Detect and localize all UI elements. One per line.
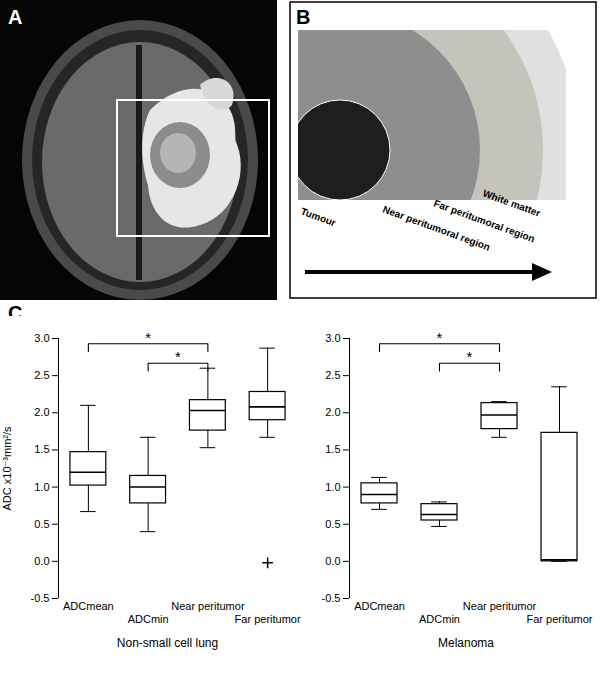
svg-text:2.5: 2.5 [34,369,49,381]
svg-text:*: * [175,348,181,365]
svg-text:1.0: 1.0 [34,481,49,493]
svg-text:3.0: 3.0 [34,332,49,344]
svg-text:1.5: 1.5 [325,443,340,455]
svg-text:Tumour: Tumour [299,206,337,229]
svg-text:ADC x10⁻³mm²/s: ADC x10⁻³mm²/s [1,426,13,511]
svg-text:Far peritumor: Far peritumor [235,613,301,625]
svg-text:0.0: 0.0 [34,555,49,567]
svg-text:Far peritumoral region: Far peritumoral region [432,197,537,245]
svg-text:ADCmin: ADCmin [419,613,460,625]
svg-text:0.5: 0.5 [325,518,340,530]
svg-text:Far peritumor: Far peritumor [526,613,592,625]
html-text:Melanoma: Melanoma [438,636,494,650]
svg-text:1.5: 1.5 [34,443,49,455]
svg-text:0.5: 0.5 [34,518,49,530]
svg-text:0.0: 0.0 [325,555,340,567]
svg-text:Near peritumoral region: Near peritumoral region [381,203,492,253]
svg-text:*: * [437,329,443,346]
svg-text:White matter: White matter [481,188,542,219]
svg-text:3.0: 3.0 [325,332,340,344]
html-text:Non-small cell lung: Non-small cell lung [116,636,219,650]
svg-text:*: * [467,348,473,365]
svg-text:ADCmin: ADCmin [128,613,169,625]
svg-text:B: B [296,6,310,28]
svg-text:A: A [8,6,22,28]
svg-text:ADCmean: ADCmean [354,600,405,612]
svg-text:2.0: 2.0 [325,406,340,418]
svg-text:Near peritumor: Near peritumor [171,600,245,612]
svg-text:-0.5: -0.5 [322,592,341,604]
html-text:C: C [8,302,23,324]
svg-text:ADCmean: ADCmean [63,600,114,612]
svg-text:2.0: 2.0 [34,406,49,418]
svg-text:Near peritumor: Near peritumor [463,600,537,612]
svg-text:-0.5: -0.5 [31,592,50,604]
svg-text:1.0: 1.0 [325,481,340,493]
svg-text:*: * [145,329,151,346]
svg-text:2.5: 2.5 [325,369,340,381]
